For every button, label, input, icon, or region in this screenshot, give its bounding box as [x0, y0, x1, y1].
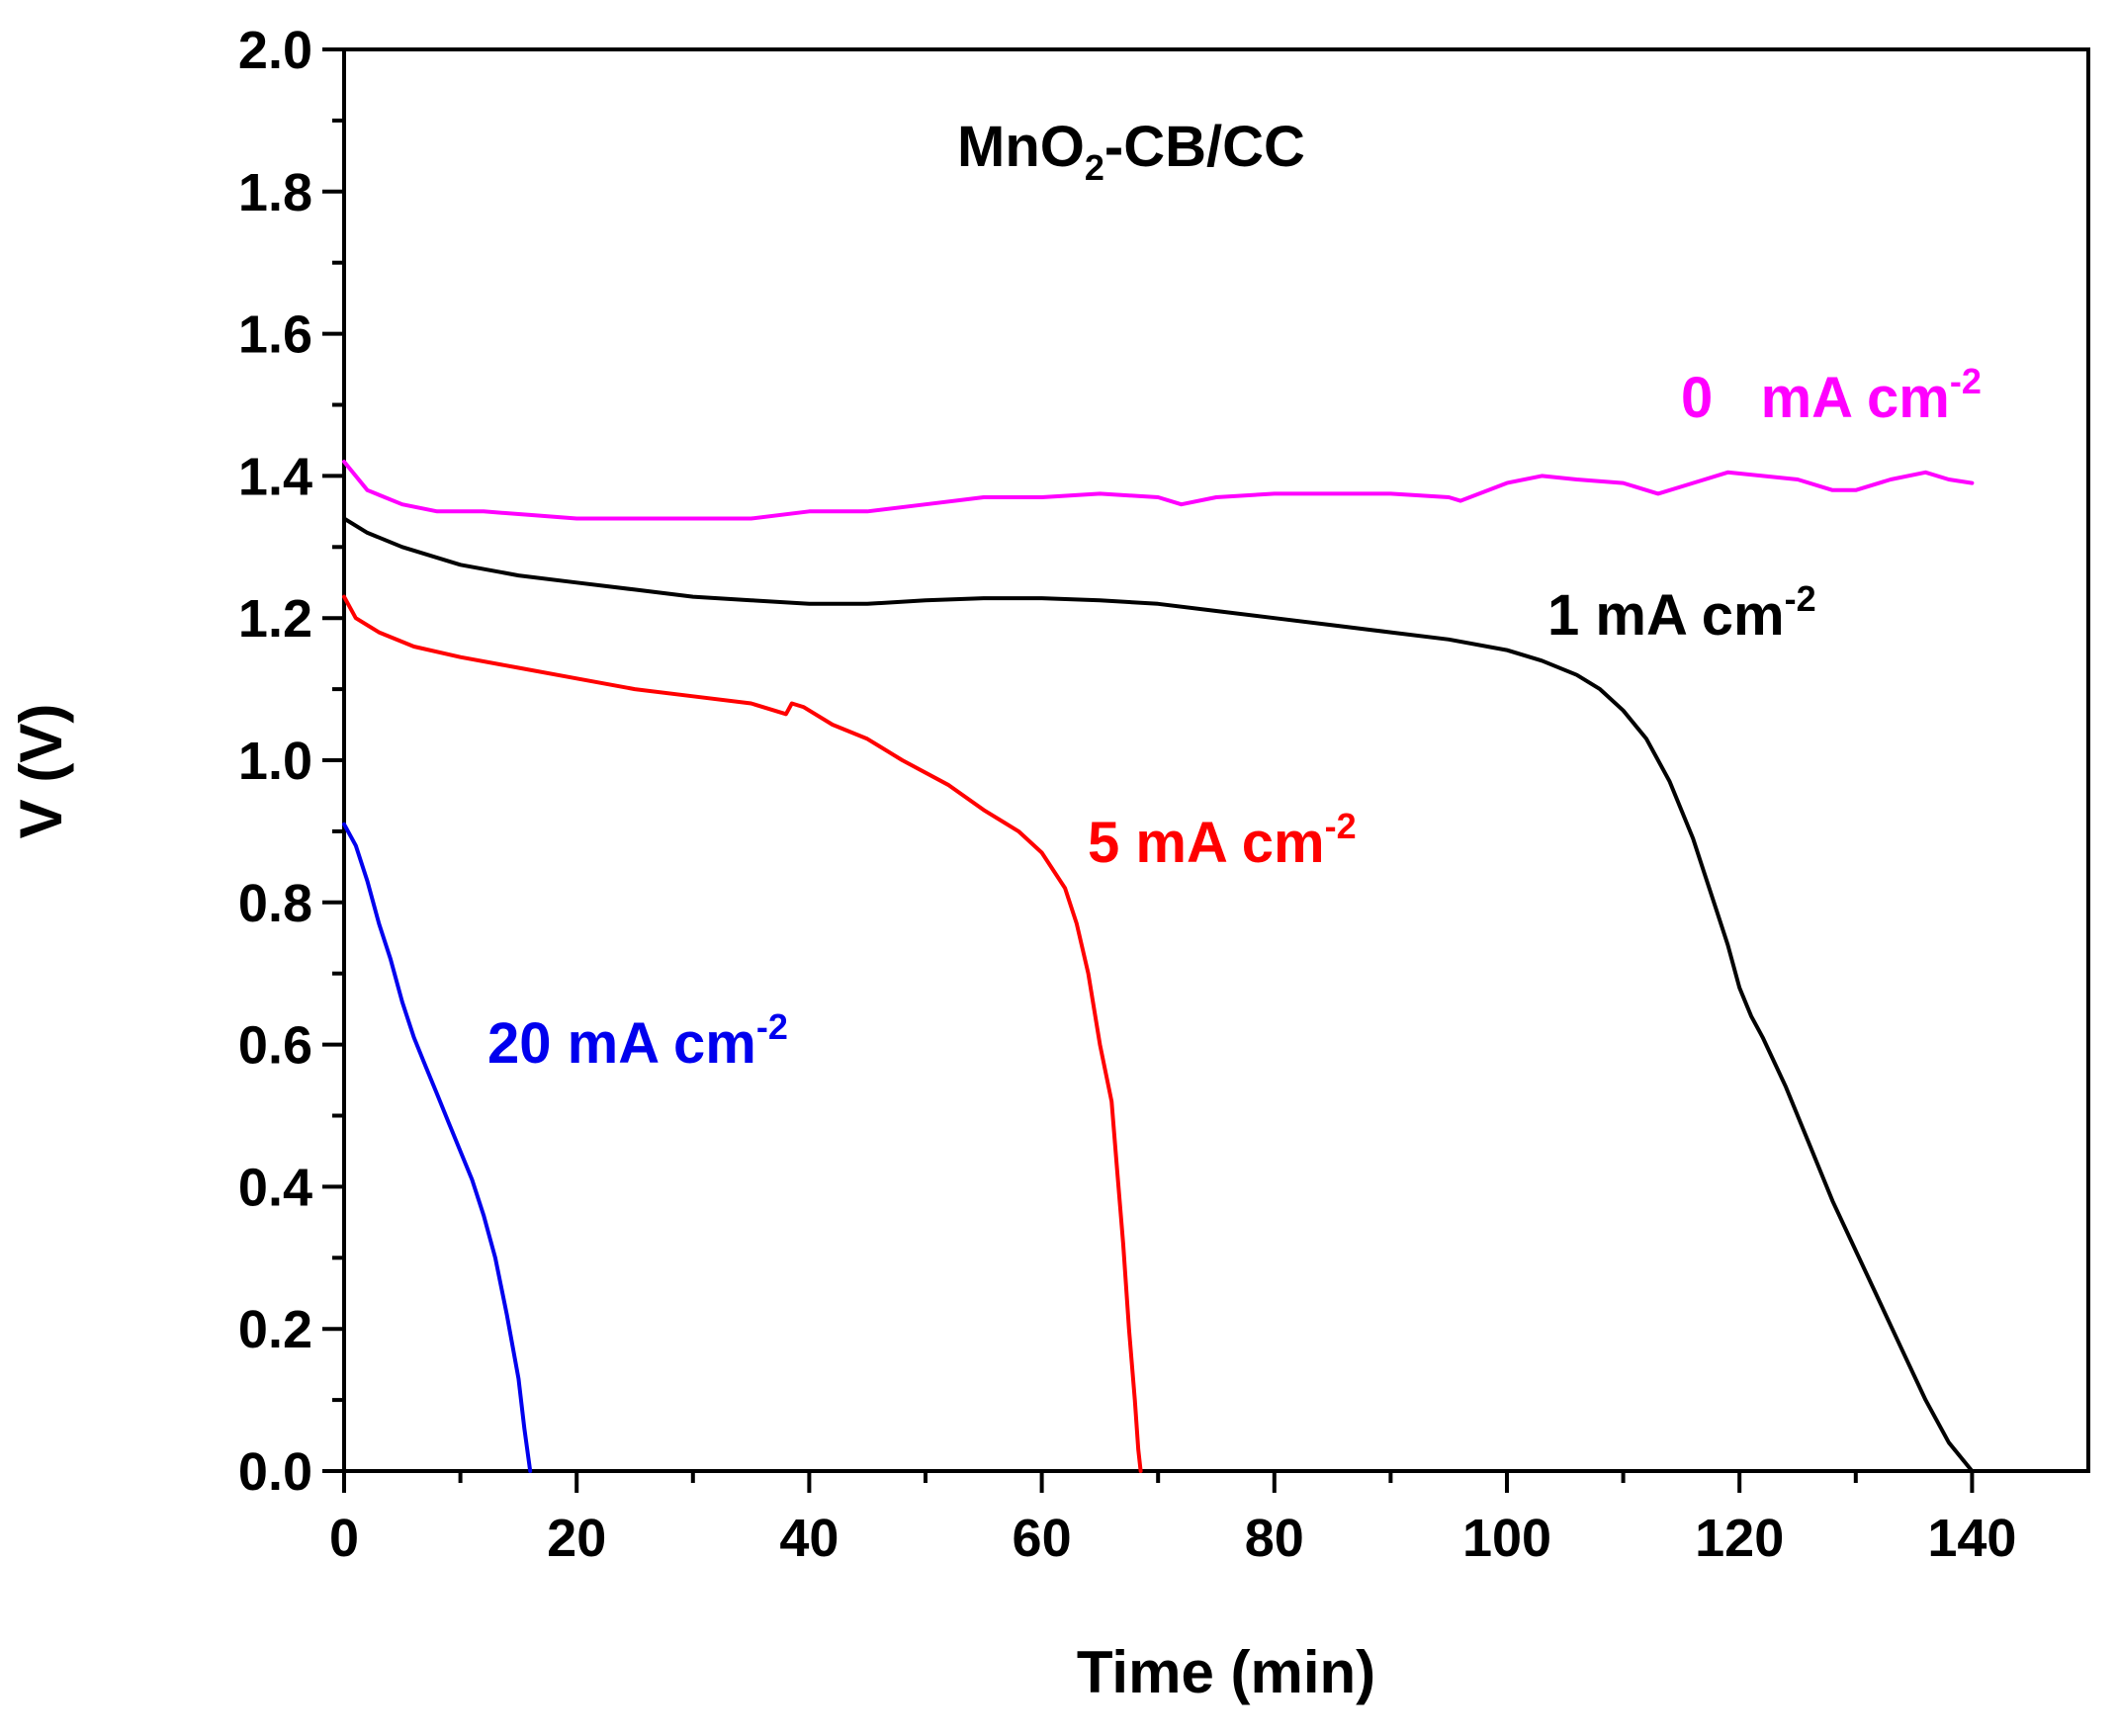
y-tick-label: 0.2 [238, 1300, 312, 1359]
x-tick-label: 60 [1013, 1509, 1072, 1568]
series-label-5ma: 5 mA cm-2 [1088, 806, 1357, 875]
chart-annotation: MnO2-CB/CC [957, 115, 1305, 188]
y-tick-label: 1.0 [238, 732, 312, 791]
y-axis-title: V (V) [8, 704, 74, 839]
series-label-0ma: 0 mA cm-2 [1681, 361, 1982, 430]
y-tick-label: 0.8 [238, 874, 312, 933]
y-tick-label: 1.2 [238, 589, 312, 649]
series-line-5ma [342, 594, 1143, 1473]
series-line-0ma [342, 460, 1975, 521]
series-label-20ma: 20 mA cm-2 [487, 1006, 788, 1076]
x-tick-label: 120 [1695, 1509, 1784, 1568]
y-tick-label: 1.8 [238, 163, 312, 222]
y-tick-label: 1.6 [238, 305, 312, 365]
y-tick-label: 0.6 [238, 1016, 312, 1076]
x-tick-label: 100 [1462, 1509, 1551, 1568]
series-line-20ma [342, 822, 533, 1473]
x-tick-label: 40 [779, 1509, 838, 1568]
y-tick-label: 0.0 [238, 1442, 312, 1502]
x-axis-title: Time (min) [1077, 1639, 1375, 1705]
y-axis-ticks: 0.0 0.2 0.4 0.6 0.8 1.0 1.2 1.4 1.6 1.8 2.0 [238, 21, 344, 1502]
y-tick-label: 0.4 [238, 1158, 312, 1217]
series-label-1ma: 1 mA cm-2 [1547, 578, 1816, 648]
x-axis-ticks: 0 20 40 60 80 100 120 140 [329, 1471, 2016, 1568]
series-lines [342, 460, 1975, 1473]
x-tick-label: 80 [1245, 1509, 1304, 1568]
x-tick-label: 20 [547, 1509, 606, 1568]
y-tick-label: 2.0 [238, 21, 312, 80]
x-tick-label: 140 [1927, 1509, 2016, 1568]
plot-area-border [342, 47, 2090, 1473]
y-tick-label: 1.4 [238, 447, 312, 506]
plot-frame [342, 47, 2090, 1473]
x-tick-label: 0 [329, 1509, 359, 1568]
series-line-1ma [342, 516, 1975, 1473]
